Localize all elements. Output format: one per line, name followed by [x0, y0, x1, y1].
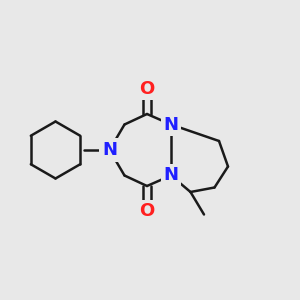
Text: O: O	[140, 80, 154, 98]
Text: O: O	[140, 202, 154, 220]
Text: N: N	[102, 141, 117, 159]
Text: N: N	[164, 167, 178, 184]
Text: N: N	[164, 116, 178, 134]
